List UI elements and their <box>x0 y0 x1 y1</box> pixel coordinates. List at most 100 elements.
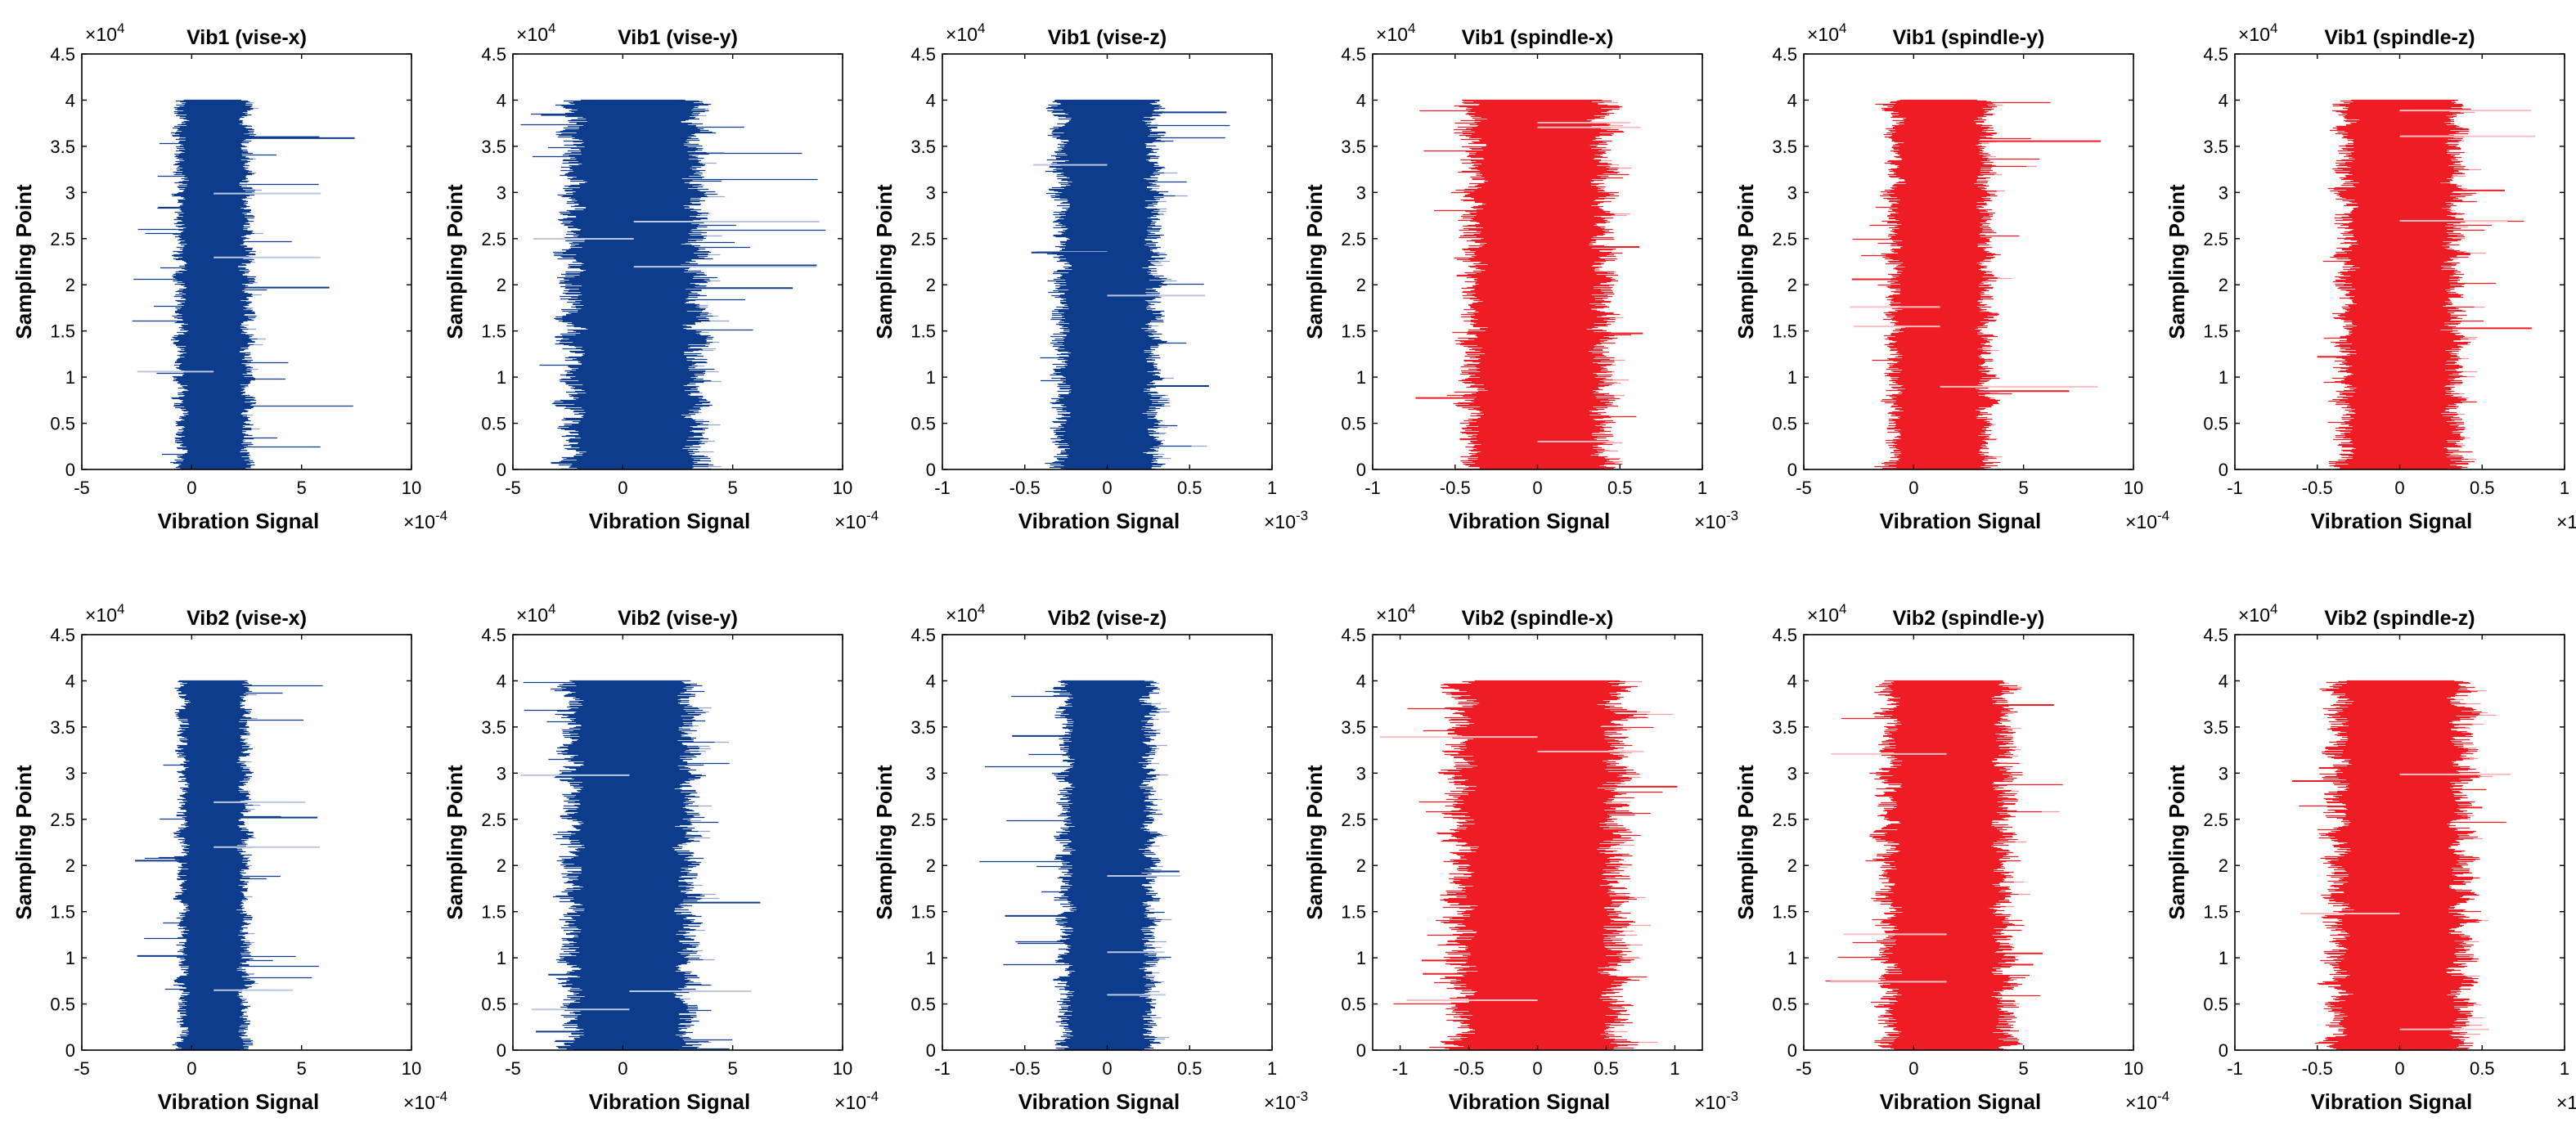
x-tick-label: 1 <box>1697 478 1707 498</box>
x-exponent: -3 <box>1296 508 1308 523</box>
x-axis-label: Vibration Signal <box>2311 509 2472 533</box>
y-exponent: 4 <box>2270 20 2277 36</box>
axes-box <box>81 634 412 1051</box>
y-tick-label: 3 <box>65 182 75 203</box>
x-tick-label: 0 <box>618 478 627 498</box>
y-tick-label: 0 <box>65 460 75 480</box>
x-tick-label: 5 <box>297 478 307 498</box>
y-axis-multiplier: ×104 <box>2238 20 2277 45</box>
subplot-title: Vib2 (vise-x) <box>187 607 307 630</box>
y-tick-label: 0 <box>65 1040 75 1061</box>
x-tick-label: -1 <box>934 478 951 498</box>
y-tick-label: 0.5 <box>481 995 506 1015</box>
y-axis-multiplier: ×104 <box>516 601 555 626</box>
signal-bars <box>1031 99 1230 469</box>
x-tick-label: 5 <box>297 1058 307 1079</box>
x-tick-label: 10 <box>2124 478 2143 498</box>
y-tick-label: 4.5 <box>50 44 75 65</box>
y-tick-label: 2.5 <box>481 810 506 830</box>
x-axis-label: Vibration Signal <box>589 1089 750 1114</box>
y-tick-label: 2 <box>2219 275 2228 295</box>
y-tick-label: 0.5 <box>50 995 75 1015</box>
x-tick-label: 0 <box>187 1058 196 1079</box>
y-tick-label: 1.5 <box>50 321 75 342</box>
y-exponent: 4 <box>1408 20 1415 36</box>
y-axis-multiplier: ×104 <box>1807 20 1846 45</box>
axes-box <box>1803 53 2134 470</box>
y-tick-label: 0.5 <box>50 414 75 434</box>
y-tick-label: 3.5 <box>481 717 506 738</box>
x-tick-label: 0 <box>2394 478 2404 498</box>
x-tick-label: 0 <box>618 1058 627 1079</box>
y-axis-label: Sampling Point <box>443 765 467 920</box>
y-tick-label: 3.5 <box>1772 137 1797 157</box>
y-tick-label: 1.5 <box>481 902 506 923</box>
axes-box <box>512 634 843 1051</box>
x-axis-multiplier: ×10-4 <box>403 1089 447 1113</box>
y-tick-label: 2 <box>926 275 936 295</box>
y-tick-label: 4 <box>926 90 936 110</box>
y-tick-label: 3.5 <box>1341 137 1366 157</box>
y-tick-label: 2.5 <box>50 810 75 830</box>
subplot-title: Vib1 (vise-z) <box>1048 26 1167 49</box>
x-axis-label: Vibration Signal <box>158 1089 319 1114</box>
y-axis-multiplier: ×104 <box>85 601 124 626</box>
y-tick-label: 2.5 <box>481 229 506 249</box>
subplot-2: 00.511.522.533.544.5-5 0 5 10×104×10-4Vib1 … <box>443 20 879 533</box>
y-tick-label: 3 <box>926 182 936 203</box>
subplot-9: 00.511.522.533.544.5-1 -0.5 0 0.5 1×104×10-3… <box>872 601 1308 1114</box>
y-tick-label: 0 <box>497 460 506 480</box>
x-exponent: -4 <box>866 1089 879 1104</box>
y-tick-label: 0 <box>2219 460 2228 480</box>
x-axis-multiplier: ×10-4 <box>403 508 447 532</box>
y-tick-label: 4.5 <box>1341 44 1366 65</box>
y-tick-label: 3.5 <box>50 717 75 738</box>
x-tick-label: -5 <box>74 1058 90 1079</box>
y-axis-multiplier: ×104 <box>516 20 555 45</box>
subplot-4: 0 0.5 1 1.5 2 2.5 3 3.5 4 4.5 -1 -0.5 0 0.5 1 ×104 ×10-3… <box>1302 20 1738 533</box>
y-tick-label: 2 <box>1356 275 1366 295</box>
subplot-title: Vib2 (vise-y) <box>618 607 738 630</box>
y-tick-label: 4 <box>497 90 506 110</box>
signal-bars <box>1850 99 2102 469</box>
x-tick-label: 0 <box>1102 478 1112 498</box>
subplot-6: 0 0.5 1 1.5 2 2.5 3 3.5 4 4.5 -1 -0.5 0 0.5 1 ×104 ×10-3… <box>2165 20 2576 533</box>
x-tick-label: -5 <box>74 478 90 498</box>
y-tick-label: 1 <box>497 948 506 968</box>
x-exponent: -3 <box>1726 508 1738 523</box>
y-tick-label: 4.5 <box>1772 44 1797 65</box>
y-axis-label: Sampling Point <box>443 184 467 339</box>
y-tick-label: 1 <box>926 367 936 388</box>
y-tick-label: 1 <box>65 948 75 968</box>
y-tick-label: 1.5 <box>50 902 75 923</box>
y-axis-multiplier: ×104 <box>1376 20 1415 45</box>
y-tick-label: 0.5 <box>1772 414 1797 434</box>
subplot-8: 00.511.522.533.544.5-5 0 5 10×104×10-4Vib2 … <box>443 601 879 1114</box>
x-tick-label: -1 <box>2227 478 2243 498</box>
x-exponent: -4 <box>2157 508 2169 523</box>
x-tick-label: 0 <box>1532 478 1542 498</box>
y-tick-label: 2.5 <box>1341 229 1366 249</box>
y-tick-label: 0.5 <box>1341 414 1366 434</box>
x-tick-label: -5 <box>1796 478 1812 498</box>
y-tick-label: 4.5 <box>481 625 506 645</box>
x-axis-label: Vibration Signal <box>1880 509 2041 533</box>
subplot-3: 0 0.5 1 1.5 2 2.5 3 3.5 4 4.5 -1 -0.5 0 0.5 1 ×104 ×10-3… <box>872 20 1308 533</box>
x-axis-multiplier: ×10-3 <box>1694 508 1738 532</box>
y-tick-label: 1 <box>2219 367 2228 388</box>
y-tick-label: 4.5 <box>481 44 506 65</box>
subplot-title: Vib1 (spindle-y) <box>1893 26 2045 49</box>
y-tick-label: 3.5 <box>50 137 75 157</box>
y-tick-label: 2 <box>1787 275 1797 295</box>
x-tick-label: 0.5 <box>2470 478 2495 498</box>
y-exponent: 4 <box>978 20 985 36</box>
x-tick-label: -0.5 <box>1009 478 1041 498</box>
y-axis-multiplier: ×104 <box>85 20 124 45</box>
x-exponent: -4 <box>866 508 879 523</box>
x-tick-label: 0 <box>1908 478 1918 498</box>
y-exponent: 4 <box>548 20 555 36</box>
signal-bars <box>2317 99 2536 469</box>
y-axis-label: Sampling Point <box>11 184 36 339</box>
x-tick-label: 5 <box>728 478 738 498</box>
y-tick-label: 1 <box>1787 367 1797 388</box>
